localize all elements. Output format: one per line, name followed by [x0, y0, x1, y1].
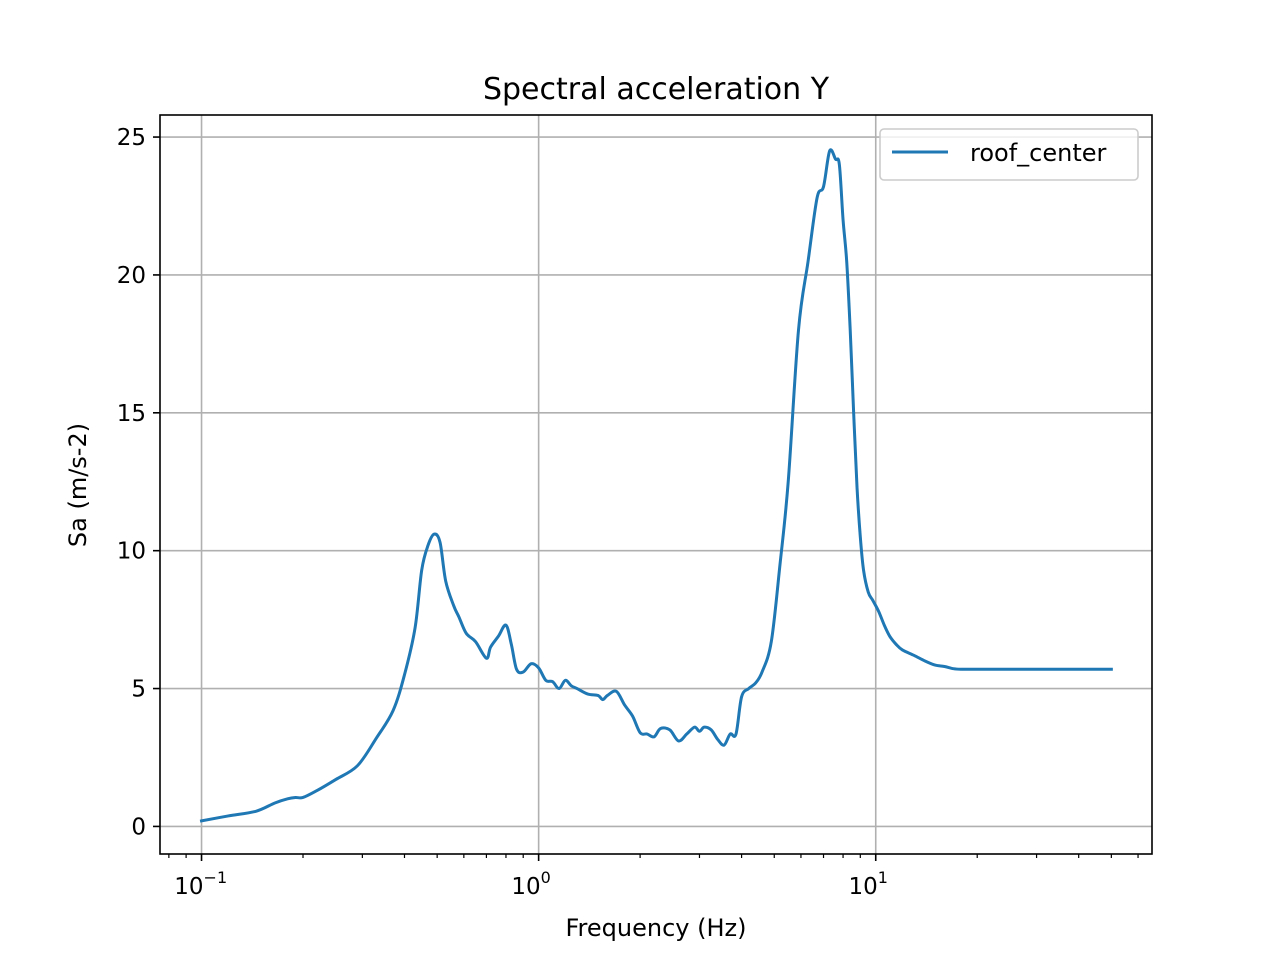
- y-tick-label: 10: [117, 539, 146, 565]
- legend: roof_center: [879, 128, 1139, 181]
- x-tick-label-base: 10: [174, 874, 203, 900]
- x-tick-label: 10 0: [511, 868, 550, 900]
- y-tick-label: 25: [117, 125, 146, 151]
- y-axis-label: Sa (m/s-2): [64, 423, 92, 547]
- y-tick-label: 20: [117, 263, 146, 289]
- x-tick-label-base: 10: [848, 874, 877, 900]
- x-tick-label-exponent: 0: [541, 868, 551, 887]
- plot-frame: [159, 114, 1153, 855]
- series-line-roof-center: [199, 148, 1113, 823]
- x-tick-label-base: 10: [511, 874, 540, 900]
- x-tick-label-exponent: −1: [204, 868, 228, 887]
- y-tick-label: 0: [131, 814, 146, 840]
- grid-lines: [160, 115, 1152, 854]
- x-tick-label: 10 −1: [174, 868, 227, 900]
- y-tick-label: 5: [131, 677, 146, 703]
- chart-title: Spectral acceleration Y: [483, 72, 830, 107]
- legend-box: [879, 128, 1139, 181]
- x-axis-label: Frequency (Hz): [566, 914, 747, 942]
- plot-data: [199, 148, 1113, 823]
- x-tick-label: 10 1: [848, 868, 887, 900]
- legend-label-roof-center: roof_center: [970, 139, 1107, 167]
- y-tick-label: 15: [117, 401, 146, 427]
- x-tick-label-exponent: 1: [878, 868, 888, 887]
